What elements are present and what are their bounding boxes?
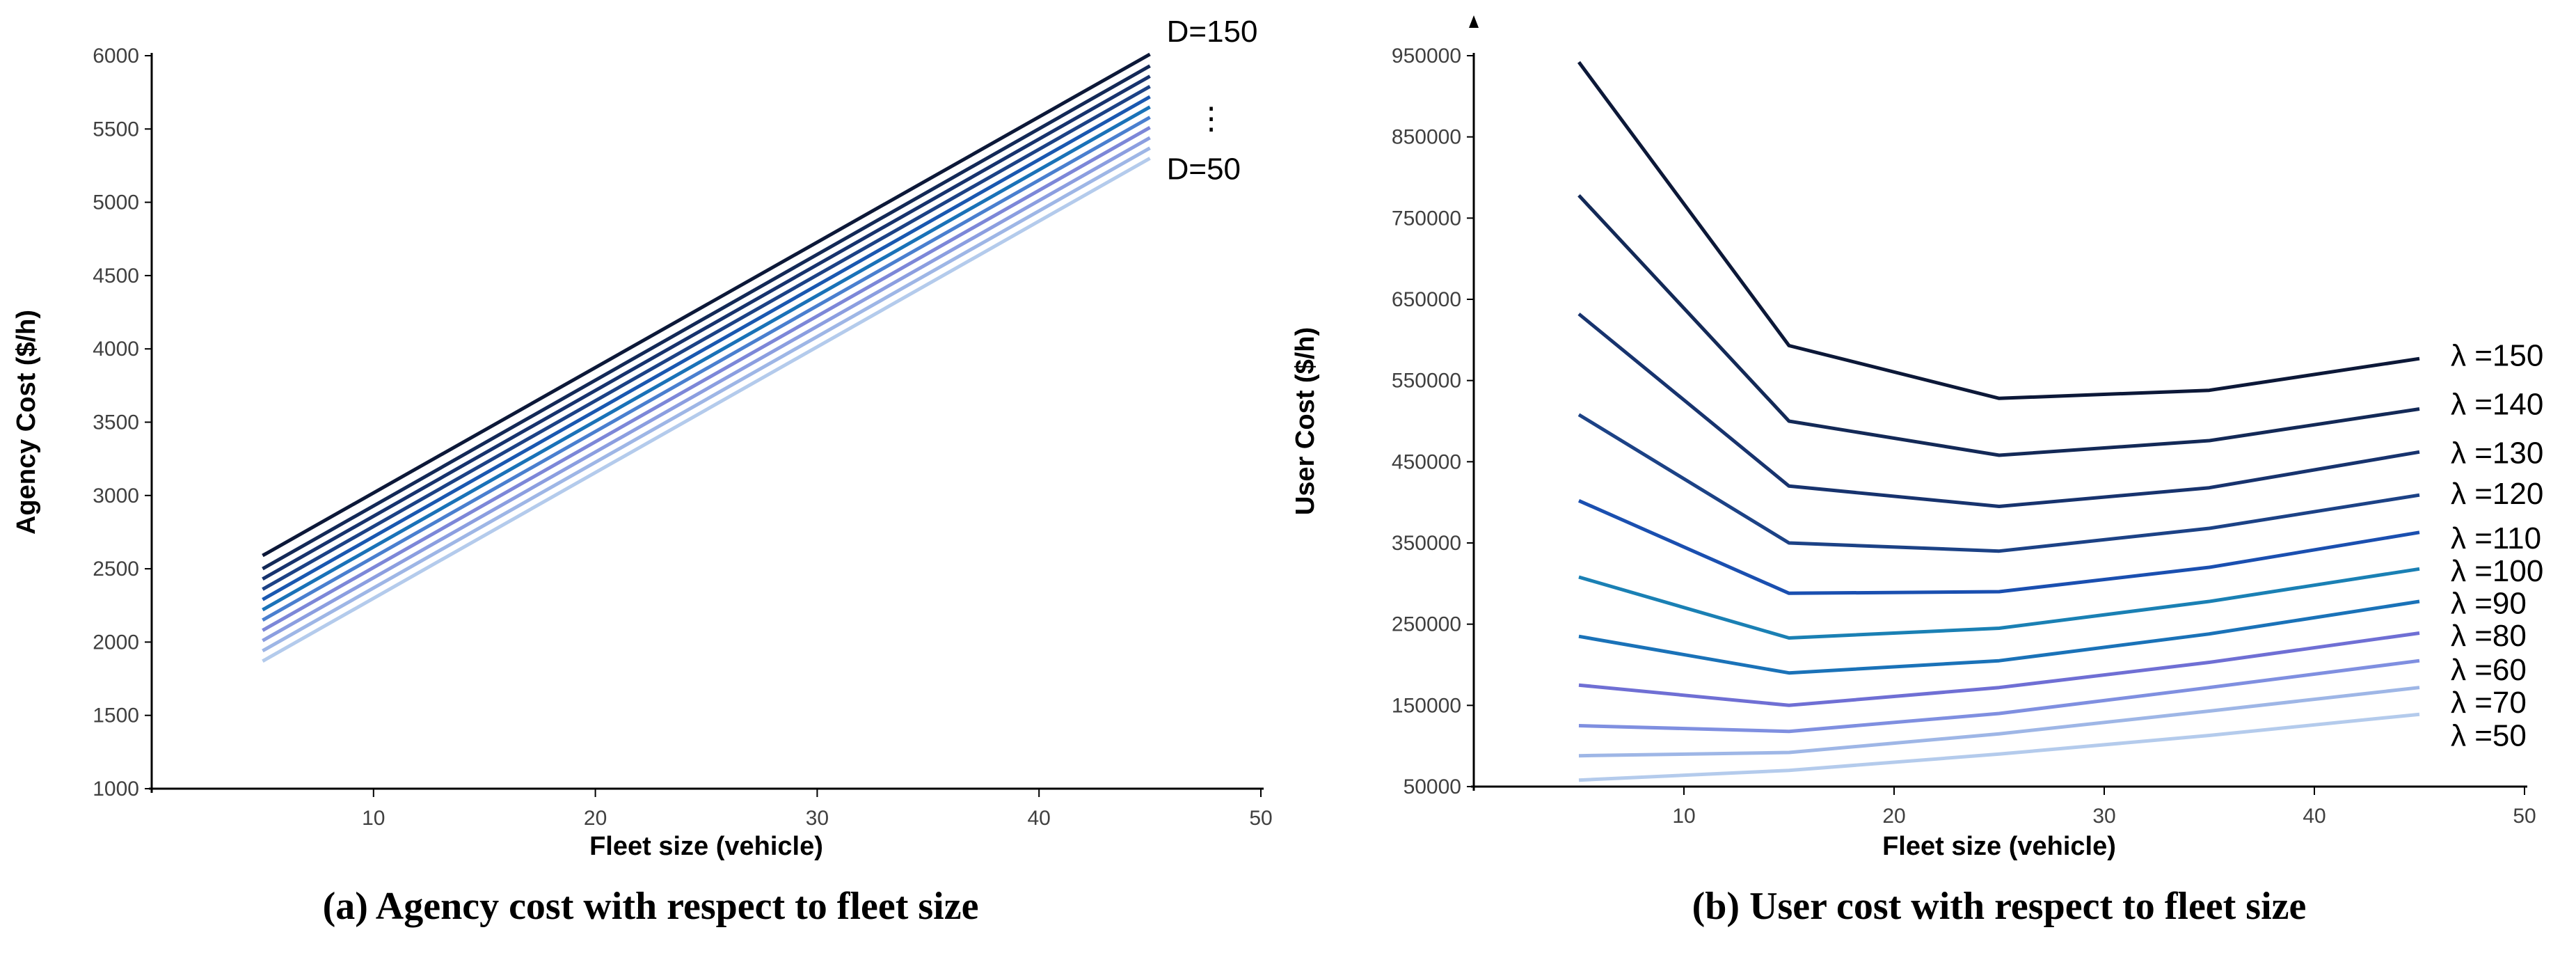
series-line [1578,567,2420,640]
series-label: λ =50 [2451,719,2527,753]
agency-cost-chart: 1000 1500 2000 2500 3000 3500 4000 4500 5000 5500… [12,15,1273,928]
series-line [1577,413,2420,553]
y-tick-label: 750000 [1392,207,1461,230]
y-tick-label: 250000 [1392,613,1461,636]
y-tick-label: 6000 [93,45,139,68]
y-tick-label: 150000 [1392,694,1461,717]
y-tick-label: 3000 [93,484,139,507]
series-line [262,52,1151,558]
series-line [1577,194,2420,457]
series-line [262,126,1151,632]
series-label: λ =110 [2451,521,2541,555]
series-label: λ =80 [2451,619,2527,653]
series-label: λ =120 [2451,477,2543,511]
x-tick-label: 50 [2513,805,2536,828]
series-line [262,74,1151,581]
annotation-dots: ⋮ [1196,102,1227,136]
series-line [1578,599,2420,675]
series-line [262,116,1151,622]
series-label: λ =60 [2451,653,2527,687]
x-tick-label: 20 [1882,805,1905,828]
x-tick-label: 10 [362,807,385,830]
x-tick-label: 20 [584,807,607,830]
y-tick-label: 1000 [93,778,139,801]
annotation-top: D=150 [1167,15,1258,49]
y-tick-label: 350000 [1392,532,1461,555]
series-label: λ =70 [2451,686,2527,720]
series-label: λ =150 [2451,339,2543,373]
y-tick-label: 550000 [1392,370,1461,393]
y-tick-label: 5500 [93,118,139,141]
annotation-bottom: D=50 [1167,152,1241,186]
x-axis-title: Fleet size (vehicle) [589,832,823,861]
series-line [262,85,1151,591]
series-label: λ =140 [2451,388,2543,422]
series-line [1578,659,2420,734]
series-line [1577,61,2420,400]
y-axis-title: User Cost ($/h) [1291,327,1320,515]
series-line [1577,313,2420,508]
x-tick-label: 10 [1672,805,1695,828]
y-tick-label: 2000 [93,631,139,654]
y-tick-label: 3500 [93,411,139,434]
figure-caption: (b) User cost with respect to fleet size [1692,885,2307,928]
user-cost-chart: 50000 150000 250000 350000 450000 550000 65000… [1291,15,2543,928]
y-tick-label: 1500 [93,704,139,727]
x-tick-label: 40 [1028,807,1051,830]
y-tick-label: 450000 [1392,450,1461,473]
series-line [262,146,1151,653]
series-line [262,105,1151,612]
y-tick-label: 50000 [1404,775,1461,798]
y-axis-arrow [1469,15,1479,28]
x-tick-label: 40 [2303,805,2325,828]
series-label: λ =90 [2451,587,2527,621]
y-tick-label: 2500 [93,558,139,581]
y-tick-label: 4500 [93,265,139,287]
x-axis-title: Fleet size (vehicle) [1882,832,2116,861]
series-label: λ =100 [2451,554,2543,588]
series-line [262,157,1151,663]
y-axis-title: Agency Cost ($/h) [12,310,41,535]
y-tick-label: 4000 [93,338,139,361]
series-line [262,136,1151,642]
y-tick-label: 850000 [1392,126,1461,149]
y-tick-label: 950000 [1392,45,1461,68]
series-line [1578,712,2420,782]
series-line [262,64,1151,571]
series-line [1578,686,2420,758]
x-tick-label: 30 [806,807,829,830]
series-line [1578,631,2420,707]
y-tick-label: 5000 [93,191,139,214]
y-tick-label: 650000 [1392,288,1461,311]
x-tick-label: 30 [2092,805,2115,828]
series-label: λ =130 [2451,436,2543,471]
figure-caption: (a) Agency cost with respect to fleet si… [323,885,979,928]
x-tick-label: 50 [1249,807,1272,830]
series-line [262,95,1151,601]
series-line [1577,499,2420,595]
